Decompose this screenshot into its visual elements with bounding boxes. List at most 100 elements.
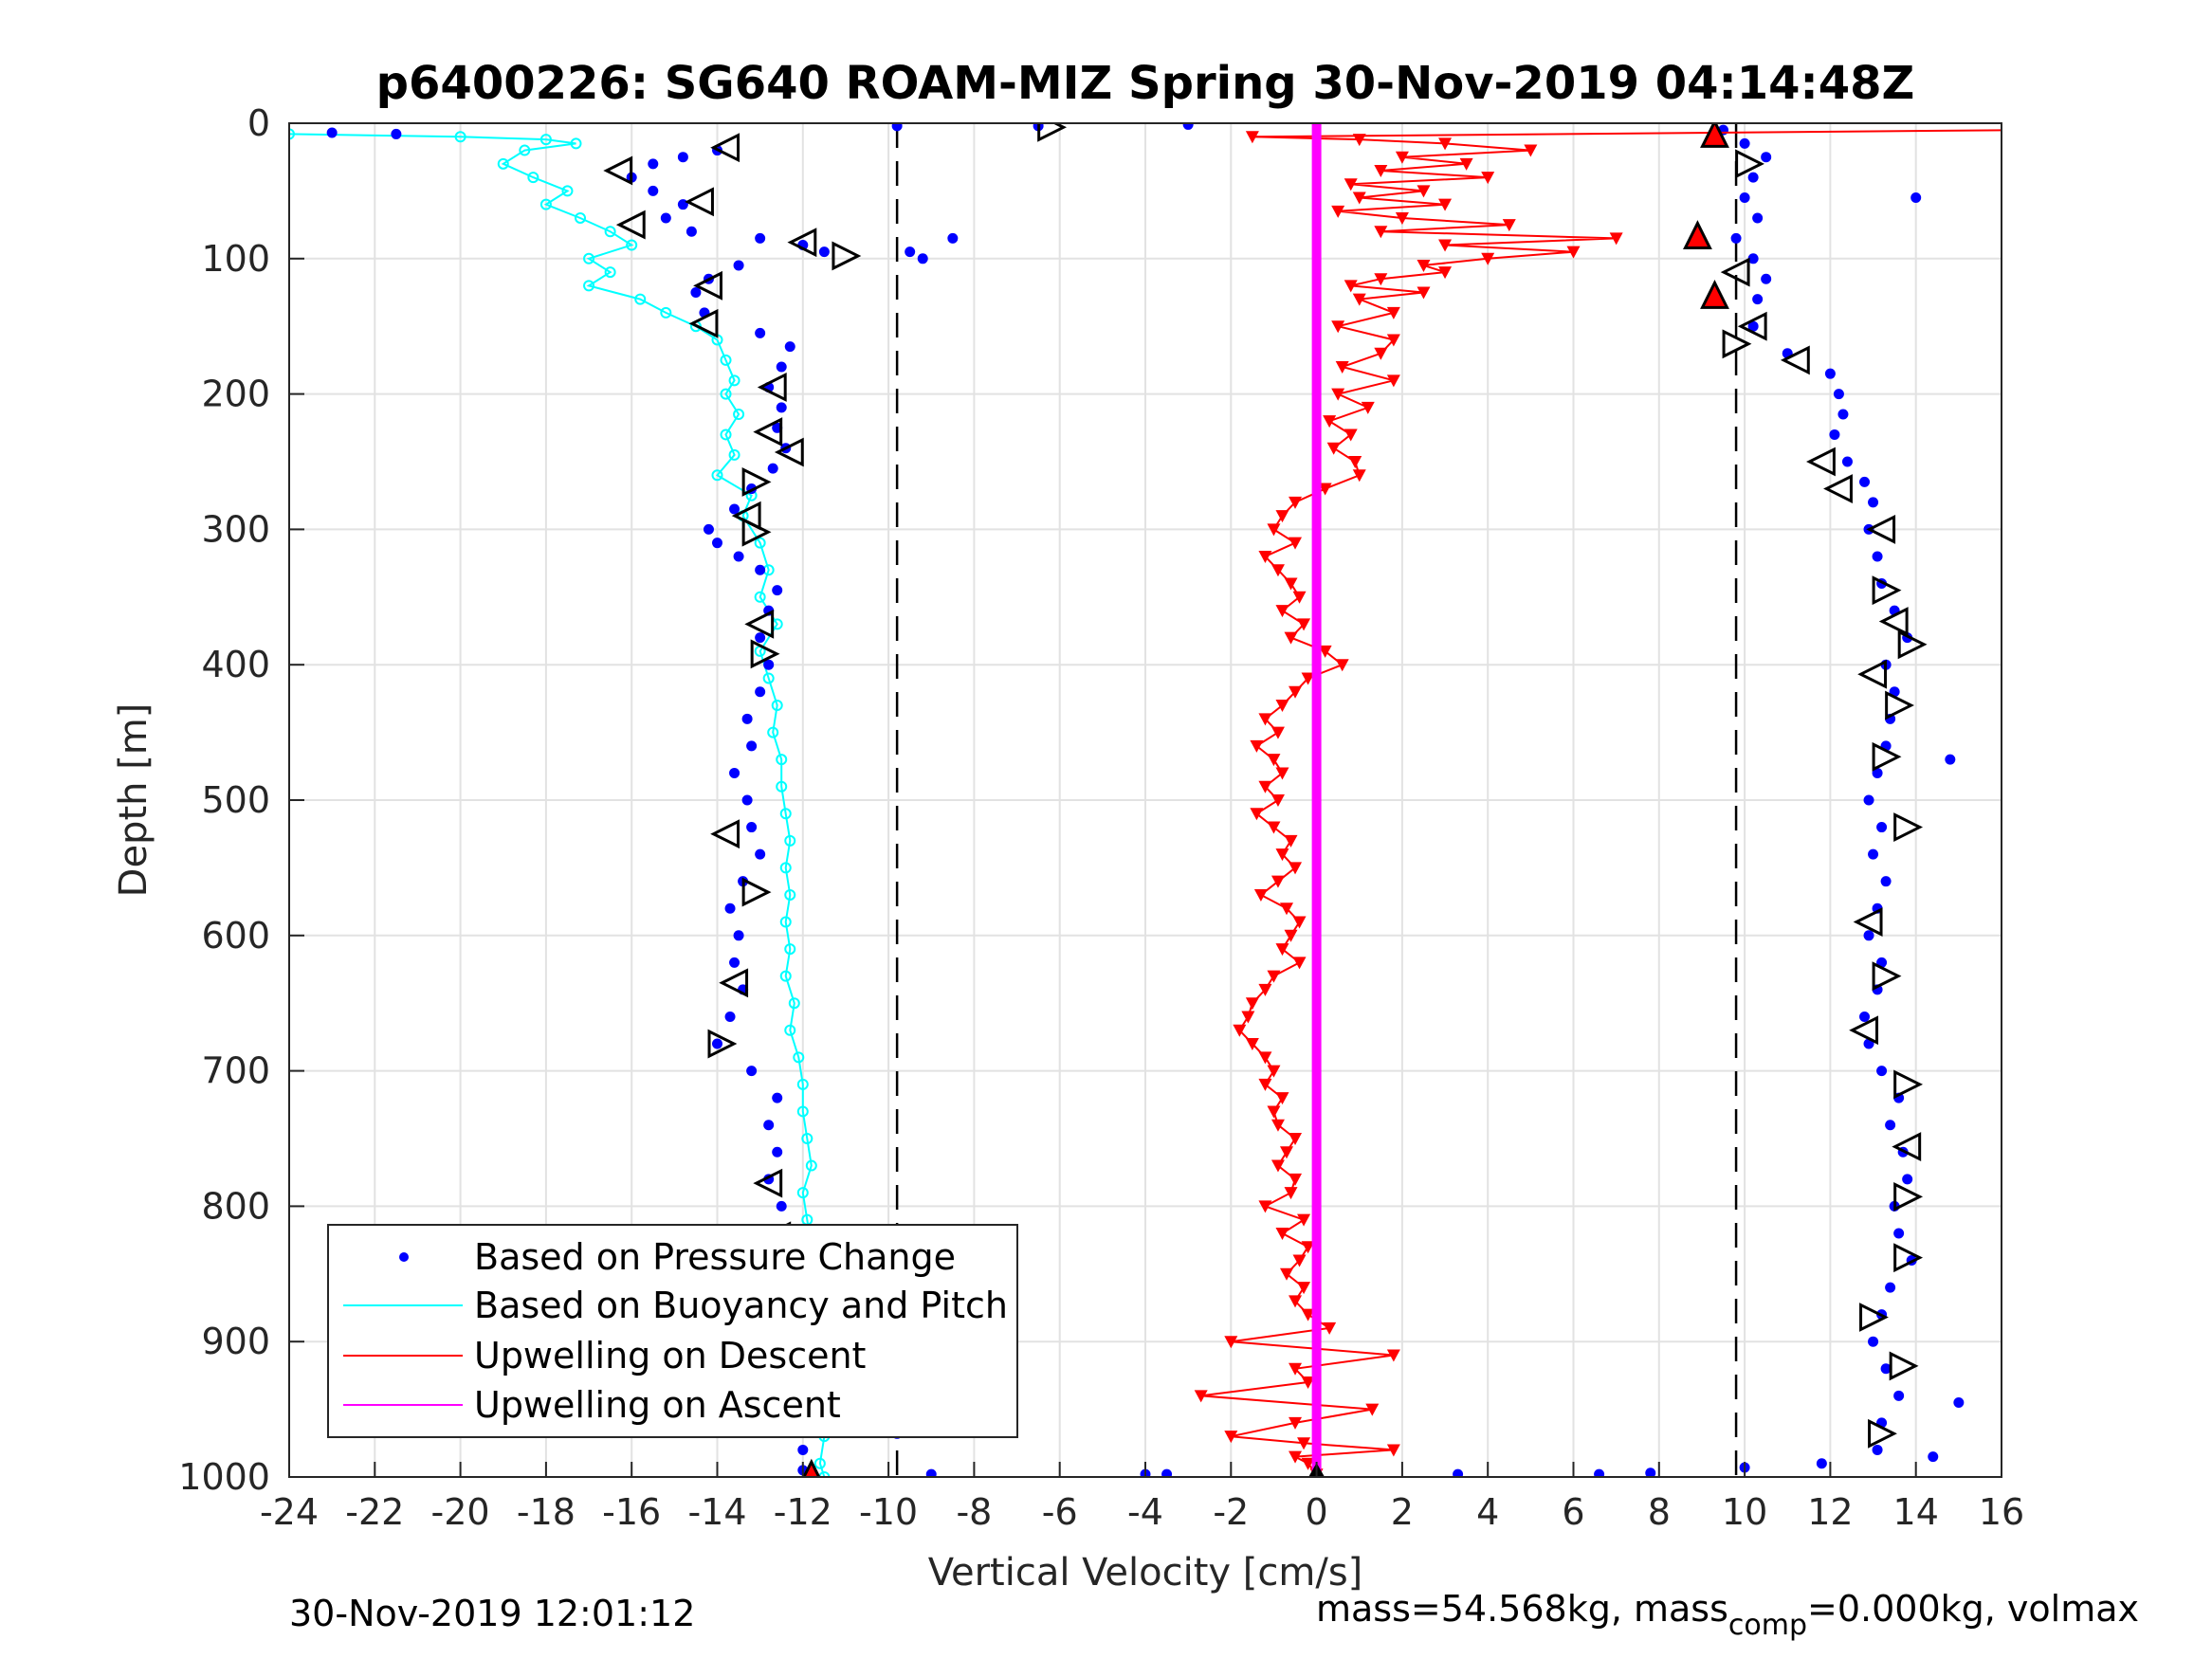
x-tick-label: -16: [602, 1491, 661, 1533]
legend-item-ascent: Upwelling on Ascent: [343, 1384, 841, 1426]
buoyancy-point: [454, 131, 466, 143]
y-tick-label: 700: [201, 1050, 270, 1092]
pressure-point: [755, 686, 766, 698]
descent-point: [1292, 916, 1307, 929]
descent-point: [1438, 137, 1453, 151]
descent-point: [1271, 1119, 1285, 1132]
descent-point: [1481, 172, 1495, 185]
pressure-point: [746, 740, 758, 752]
dive-state-marker: [1735, 149, 1764, 179]
pressure-point: [1893, 1228, 1905, 1239]
dive-state-marker: [1806, 447, 1836, 477]
x-tick-label: -20: [431, 1491, 490, 1533]
buoyancy-point: [539, 134, 552, 146]
buoyancy-point: [660, 306, 672, 319]
descent-point: [1609, 232, 1623, 246]
descent-point: [1271, 726, 1285, 739]
pressure-point: [1880, 876, 1892, 887]
dive-state-marker: [1868, 1418, 1897, 1449]
pressure-point: [917, 253, 928, 264]
buoyancy-point: [728, 374, 740, 387]
pressure-point: [1863, 794, 1874, 806]
descent-point: [1253, 888, 1268, 902]
buoyancy-point: [711, 469, 723, 482]
dive-state-marker: [1866, 514, 1896, 544]
descent-point: [1331, 388, 1345, 401]
dive-state-marker: [603, 155, 633, 186]
pressure-point: [703, 523, 714, 535]
x-tick-label: -12: [774, 1491, 832, 1533]
pressure-point: [784, 341, 795, 353]
dive-state-marker: [750, 639, 780, 669]
pressure-point: [1752, 294, 1764, 305]
chart-title: p6400226: SG640 ROAM-MIZ Spring 30-Nov-2…: [376, 57, 1915, 110]
dive-state-marker: [741, 877, 772, 907]
dive-state-marker: [1872, 741, 1902, 772]
pressure-point: [1645, 1468, 1656, 1477]
buoyancy-point: [801, 1133, 814, 1144]
buoyancy-point: [583, 252, 595, 264]
pressure-point: [763, 659, 775, 670]
buoyancy-point: [793, 1051, 805, 1064]
descent-point: [1258, 713, 1272, 726]
y-tick-label: 100: [201, 238, 270, 280]
descent-point: [1297, 618, 1311, 631]
dive-state-marker: [1893, 1243, 1924, 1273]
pressure-point: [1868, 848, 1879, 860]
buoyancy-point: [771, 700, 783, 712]
descent-point: [1271, 1159, 1285, 1173]
buoyancy-point: [784, 943, 796, 956]
descent-point: [1386, 334, 1400, 347]
pressure-point: [1880, 1363, 1892, 1375]
x-tick-label: 4: [1476, 1491, 1499, 1533]
descent-point: [1331, 320, 1345, 334]
buoyancy-point: [728, 448, 740, 461]
descent-point: [1292, 957, 1307, 970]
y-tick-label: 400: [201, 644, 270, 685]
buoyancy-point: [754, 537, 766, 549]
legend-label-pressure: Based on Pressure Change: [474, 1236, 956, 1278]
descent-point: [1279, 902, 1293, 916]
descent-point: [1289, 1133, 1303, 1145]
descent-point: [1267, 1065, 1281, 1078]
pressure-point: [772, 585, 783, 596]
descent-point: [1352, 191, 1366, 205]
dive-state-marker: [710, 819, 740, 849]
x-tick-label: 6: [1562, 1491, 1584, 1533]
dive-state-marker: [1857, 659, 1888, 689]
x-tick-label: 14: [1893, 1491, 1939, 1533]
pressure-point: [1872, 767, 1883, 778]
axis-ticks: -24 -22 -20 -18 -16 -14 -12 -10 -8 -6 -4 -2 0 2 4 6 8 10 1…: [178, 102, 2024, 1533]
x-tick-label: 2: [1391, 1491, 1414, 1533]
descent-point: [1284, 929, 1298, 942]
descent-point: [1361, 401, 1375, 414]
descent-point: [1395, 151, 1409, 164]
legend-label-ascent: Upwelling on Ascent: [474, 1384, 841, 1426]
buoyancy-point: [289, 128, 295, 140]
pressure-point: [1752, 212, 1764, 224]
pressure-point: [1928, 1451, 1939, 1463]
pressure-point: [1739, 137, 1750, 149]
buoyancy-point: [604, 266, 616, 279]
descent-point: [1289, 862, 1303, 875]
pressure-point: [729, 503, 740, 515]
descent-point: [1267, 821, 1281, 834]
dive-state-marker: [1872, 961, 1902, 992]
x-tick-label: 16: [1979, 1491, 2024, 1533]
mass-annotation: mass=54.568kg, masscomp=0.000kg, volmax: [1316, 1588, 2139, 1642]
dive-state-marker: [1780, 345, 1810, 375]
pressure-point: [797, 1444, 809, 1455]
pressure-point: [891, 123, 903, 132]
descent-point: [1258, 1078, 1272, 1091]
pressure-point: [1833, 389, 1844, 400]
descent-point: [1301, 1457, 1315, 1470]
dive-state-marker: [1720, 257, 1750, 287]
descent-point: [1289, 685, 1303, 699]
descent-point: [1271, 875, 1285, 888]
plot-area: [289, 123, 2002, 1477]
descent-point: [1301, 672, 1315, 685]
buoyancy-point: [626, 239, 638, 251]
descent-point: [1438, 198, 1453, 211]
pressure-point: [746, 822, 758, 833]
